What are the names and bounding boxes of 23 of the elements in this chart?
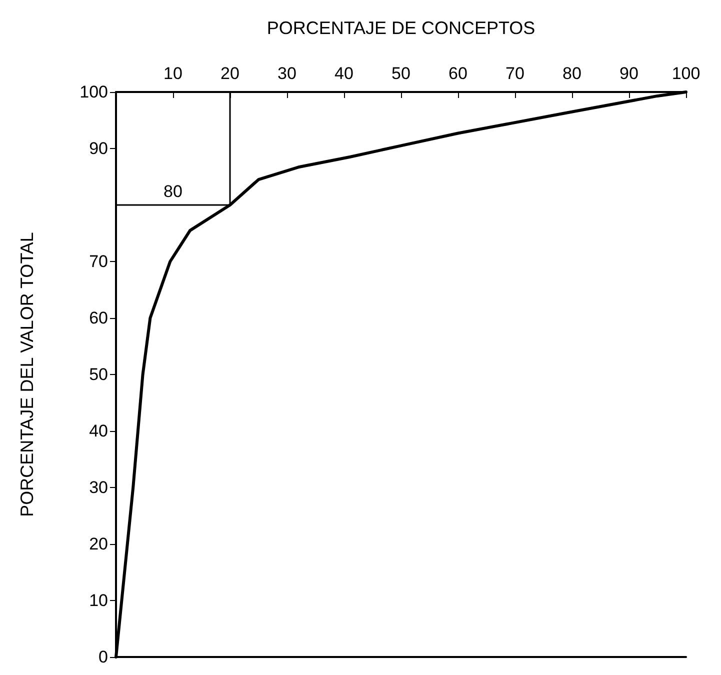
y-tick-label: 50 <box>89 365 108 384</box>
y-tick-label: 70 <box>89 252 108 271</box>
x-axis-title: PORCENTAJE DE CONCEPTOS <box>266 18 536 38</box>
y-axis-title: PORCENTAJE DEL VALOR TOTAL <box>17 232 37 517</box>
x-tick-label: 100 <box>672 64 700 83</box>
y-tick-label: 100 <box>80 82 108 102</box>
y-tick-label: 0 <box>98 648 108 666</box>
x-tick-label: 40 <box>334 64 354 83</box>
x-tick-label: 20 <box>220 64 240 83</box>
y-tick-label: 30 <box>89 478 108 497</box>
x-tick-label: 90 <box>620 64 638 83</box>
x-tick-label: 50 <box>392 64 410 83</box>
x-tick-label: 30 <box>278 64 296 83</box>
x-tick-label: 10 <box>164 64 182 83</box>
y-tick-label: 10 <box>89 591 108 610</box>
y-tick-label: 60 <box>89 308 108 328</box>
y-tick-label: 20 <box>89 534 108 554</box>
y-tick-label: 90 <box>89 139 108 158</box>
ref-line-label: 80 <box>164 182 182 201</box>
x-tick-label: 80 <box>562 64 582 83</box>
y-tick-label: 40 <box>89 422 108 440</box>
x-tick-label: 60 <box>448 64 468 83</box>
x-tick-label: 70 <box>506 64 524 83</box>
